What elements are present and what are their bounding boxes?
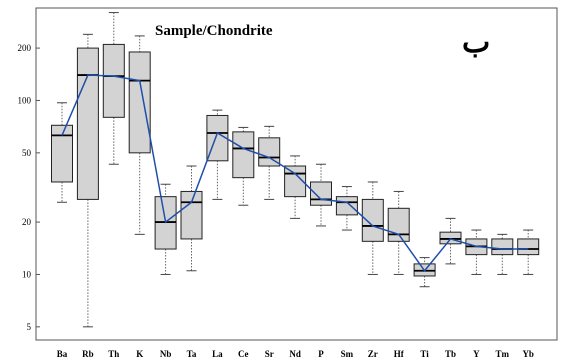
- box-Rb: [76, 47, 99, 200]
- box-Tb: [439, 231, 462, 245]
- y-tick-label: 100: [18, 95, 32, 105]
- box-Zr: [361, 198, 384, 242]
- x-label-Ce: Ce: [238, 349, 249, 359]
- x-label-Ti: Ti: [420, 349, 429, 359]
- box-Ce: [232, 131, 255, 179]
- box-Hf: [387, 207, 410, 242]
- box-Sm: [335, 196, 358, 216]
- x-label-Hf: Hf: [394, 349, 405, 359]
- x-label-Rb: Rb: [82, 349, 94, 359]
- box-Yb: [517, 238, 540, 256]
- x-label-La: La: [212, 349, 223, 359]
- box-Ta: [180, 190, 203, 240]
- x-label-Y: Y: [473, 349, 480, 359]
- box-Sr: [258, 137, 281, 167]
- x-label-Nd: Nd: [289, 349, 301, 359]
- x-label-Ta: Ta: [187, 349, 197, 359]
- x-label-Nb: Nb: [160, 349, 172, 359]
- y-tick-label: 5: [27, 322, 32, 332]
- x-label-P: P: [318, 349, 324, 359]
- x-label-Ba: Ba: [57, 349, 68, 359]
- x-label-Th: Th: [108, 349, 119, 359]
- y-tick-label: 200: [18, 43, 32, 53]
- median-trend-line: [61, 74, 529, 273]
- whiskers: [57, 12, 534, 328]
- y-tick-label: 50: [22, 148, 32, 158]
- box-Tm: [491, 238, 514, 256]
- panel-label: ب: [462, 25, 490, 60]
- x-label-Sr: Sr: [265, 349, 274, 359]
- y-tick-label: 20: [22, 217, 32, 227]
- y-axis: 5 10 20 50 100 200: [18, 43, 40, 332]
- x-label-Zr: Zr: [368, 349, 378, 359]
- x-label-K: K: [136, 349, 143, 359]
- box-Th: [102, 43, 125, 118]
- x-label-Sm: Sm: [341, 349, 354, 359]
- plot-frame: [35, 7, 558, 341]
- chart-title: Sample/Chondrite: [155, 23, 273, 39]
- x-label-Yb: Yb: [522, 349, 534, 359]
- box-P: [310, 181, 332, 206]
- box-Ba: [51, 124, 73, 183]
- median-polyline: [61, 74, 529, 273]
- x-label-Tb: Tb: [445, 349, 456, 359]
- box-La: [206, 114, 229, 162]
- y-tick-label: 10: [22, 269, 32, 279]
- x-label-Tm: Tm: [496, 349, 510, 359]
- box-K: [128, 51, 151, 154]
- x-axis-labels: Ba Rb Th K Nb Ta La Ce Sr Nd P Sm Zr Hf Ti Tb Y Tm Yb: [57, 349, 534, 359]
